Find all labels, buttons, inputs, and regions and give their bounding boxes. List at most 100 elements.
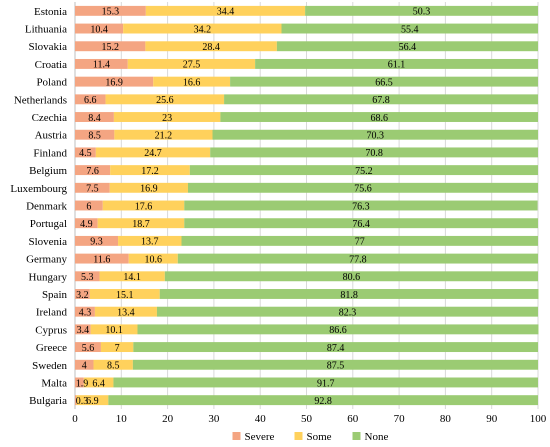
bar-luxembourg-none	[187, 182, 539, 193]
data-label-denmark-some: 17.6	[135, 201, 153, 212]
category-label-spain: Spain	[42, 289, 68, 301]
data-label-lithuania-severe: 10.4	[90, 24, 108, 35]
category-label-poland: Poland	[36, 77, 67, 89]
data-label-bulgaria-none: 92.8	[314, 396, 332, 407]
data-label-bulgaria-some: 6.9	[86, 396, 99, 407]
data-label-slovakia-severe: 15.2	[101, 42, 119, 53]
category-label-portugal: Portugal	[30, 218, 67, 230]
x-tick-label-70: 70	[394, 413, 406, 425]
category-label-netherlands: Netherlands	[14, 94, 67, 106]
bar-belgium-none	[189, 165, 538, 176]
data-label-netherlands-none: 67.8	[372, 95, 390, 106]
bar-bulgaria-severe	[75, 395, 77, 406]
bar-germany-severe	[75, 253, 129, 264]
bar-germany-none	[177, 253, 538, 264]
legend: Severe Some None	[232, 431, 388, 443]
legend-label-some: Some	[307, 431, 332, 443]
data-label-cyprus-some: 10.1	[105, 325, 123, 336]
data-label-belgium-severe: 7.6	[86, 166, 99, 177]
bar-czechia-some	[113, 112, 221, 122]
x-tick-labels: 0 10 20 30 40 50 60 70 80 90 100	[72, 413, 547, 425]
data-label-slovenia-severe: 9.3	[90, 237, 103, 248]
data-label-greece-severe: 5.6	[82, 343, 95, 354]
category-label-sweden: Sweden	[32, 360, 67, 372]
category-label-finland: Finland	[33, 147, 67, 159]
bar-ireland-some	[94, 306, 157, 317]
category-label-lithuania: Lithuania	[25, 24, 67, 36]
bar-netherlands-severe	[75, 94, 106, 105]
data-label-slovakia-some: 28.4	[202, 42, 220, 53]
bar-greece-severe	[75, 342, 101, 353]
bar-slovakia-none	[276, 41, 538, 52]
data-label-finland-none: 70.8	[365, 148, 383, 159]
bar-denmark-some	[102, 200, 185, 211]
bar-malta-severe	[75, 377, 84, 388]
bar-luxembourg-severe	[75, 182, 110, 193]
data-label-hungary-severe: 5.3	[81, 272, 94, 283]
data-label-spain-none: 81.8	[340, 290, 358, 301]
data-label-lithuania-some: 34.2	[194, 24, 212, 35]
data-label-sweden-some: 8.5	[107, 361, 120, 372]
bar-slovakia-some	[145, 41, 277, 52]
bar-malta-none	[113, 377, 538, 388]
data-label-austria-some: 21.2	[155, 131, 173, 142]
data-label-slovenia-none: 77	[355, 237, 365, 248]
bar-portugal-severe	[75, 218, 98, 229]
bars	[75, 5, 539, 406]
data-label-malta-some: 6.4	[92, 378, 105, 389]
bar-slovenia-severe	[75, 235, 119, 246]
bar-spain-none	[159, 289, 539, 299]
data-label-netherlands-severe: 6.6	[84, 95, 97, 106]
x-tick-label-40: 40	[255, 413, 267, 425]
x-tick-label-30: 30	[208, 413, 220, 425]
bar-hungary-some	[99, 271, 165, 282]
x-tick-label-20: 20	[162, 413, 174, 425]
category-label-cyprus: Cyprus	[35, 324, 67, 336]
bar-spain-some	[89, 289, 160, 299]
data-label-croatia-some: 27.5	[183, 60, 201, 71]
data-label-lithuania-none: 55.4	[401, 24, 419, 35]
bar-netherlands-some	[105, 94, 225, 105]
bar-netherlands-none	[224, 94, 538, 105]
category-label-greece: Greece	[36, 342, 67, 354]
bar-sweden-none	[132, 359, 538, 370]
category-label-austria: Austria	[35, 130, 68, 142]
data-label-portugal-severe: 4.9	[80, 219, 93, 230]
data-label-sweden-severe: 4	[82, 361, 87, 372]
category-label-luxembourg: Luxembourg	[10, 183, 67, 195]
data-label-hungary-some: 14.1	[123, 272, 141, 283]
data-label-poland-severe: 16.9	[105, 77, 123, 88]
bar-finland-some	[95, 147, 211, 158]
bar-spain-severe	[75, 289, 90, 299]
data-label-netherlands-some: 25.6	[156, 95, 174, 106]
data-label-germany-severe: 11.6	[93, 254, 110, 265]
bar-poland-some	[153, 76, 231, 87]
data-labels: 15.3 34.4 50.3 10.4 34.2 55.4 15.2 28.4 56.4 11.4…	[76, 7, 431, 407]
category-labels: Estonia Lithuania Slovakia Croatia Poland Net…	[10, 6, 67, 407]
category-label-ireland: Ireland	[36, 307, 68, 319]
data-label-czechia-some: 23	[162, 113, 172, 124]
data-label-austria-severe: 8.5	[88, 131, 101, 142]
data-label-austria-none: 70.3	[367, 131, 385, 142]
bar-croatia-some	[127, 58, 256, 69]
data-label-czechia-none: 68.6	[370, 113, 388, 124]
data-label-estonia-none: 50.3	[413, 7, 431, 18]
legend-swatch-severe	[232, 432, 241, 440]
bar-slovakia-severe	[75, 41, 146, 52]
x-tick-label-50: 50	[301, 413, 313, 425]
legend-swatch-some	[294, 432, 303, 440]
legend-swatch-none	[352, 432, 361, 440]
data-label-belgium-some: 17.2	[141, 166, 159, 177]
bar-denmark-none	[184, 200, 538, 211]
bar-luxembourg-some	[109, 182, 188, 193]
bar-greece-some	[100, 342, 134, 353]
bar-sweden-some	[93, 359, 133, 370]
bar-croatia-severe	[75, 58, 128, 69]
data-label-hungary-none: 80.6	[343, 272, 361, 283]
data-label-belgium-none: 75.2	[355, 166, 373, 177]
bar-estonia-some	[145, 5, 306, 16]
category-label-germany: Germany	[26, 254, 67, 266]
bar-slovenia-none	[181, 235, 539, 246]
data-label-finland-severe: 4.5	[79, 148, 92, 159]
category-label-czechia: Czechia	[32, 112, 68, 124]
